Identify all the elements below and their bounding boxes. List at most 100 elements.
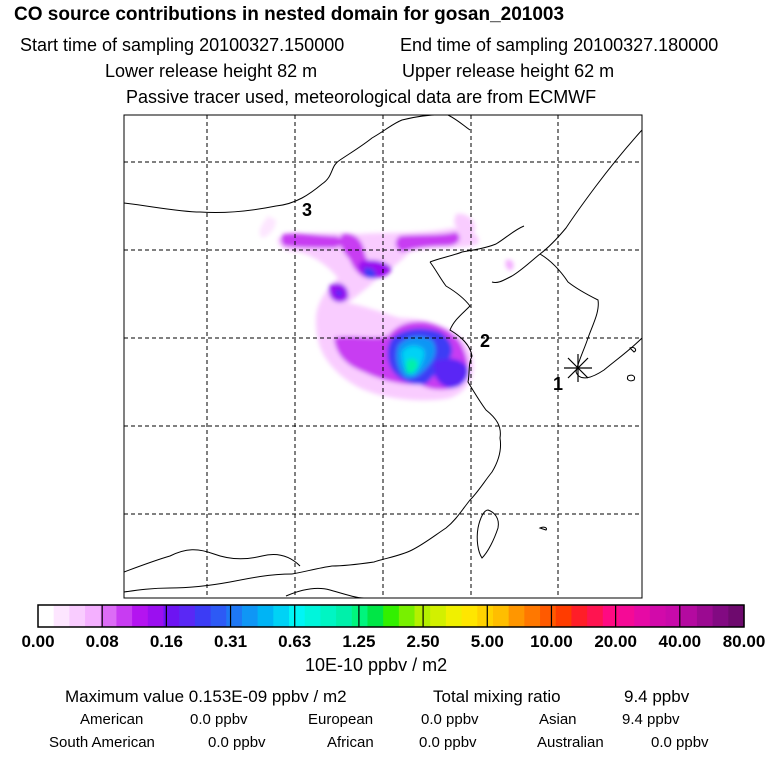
island-coast xyxy=(538,526,547,531)
colorbar-cell xyxy=(289,605,306,627)
colorbar-cell xyxy=(665,605,682,627)
colorbar-tick-label: 0.16 xyxy=(149,632,183,651)
colorbar-tick-label: 20.00 xyxy=(594,632,637,651)
region-value-american: 0.0 ppbv xyxy=(190,711,248,728)
colorbar-cell xyxy=(602,605,620,627)
region-value-australian: 0.0 ppbv xyxy=(651,734,709,751)
colorbar-tick-label: 0.00 xyxy=(21,632,55,651)
colorbar-cell xyxy=(618,605,635,627)
colorbar-cell xyxy=(53,605,70,627)
colorbar-cell xyxy=(712,605,729,627)
plot-title: CO source contributions in nested domain… xyxy=(14,4,565,25)
total-mixing-ratio-value: 9.4 ppbv xyxy=(624,687,690,706)
region-value-european: 0.0 ppbv xyxy=(421,711,479,728)
colorbar-cell xyxy=(116,605,133,627)
border-line xyxy=(429,225,525,263)
colorbar-cell xyxy=(132,605,149,627)
colorbar-tick-label: 0.63 xyxy=(278,632,312,651)
region-name-european: European xyxy=(308,711,374,728)
colorbar-frame xyxy=(37,604,745,628)
colorbar-cell xyxy=(587,605,604,627)
coastline xyxy=(291,261,501,575)
colorbar-cell xyxy=(100,605,118,627)
plume-patch xyxy=(433,358,469,388)
border-line xyxy=(124,573,293,593)
colorbar-cell xyxy=(524,605,541,627)
region-value-african: 0.0 ppbv xyxy=(419,734,477,751)
colorbar-tick-label: 80.00 xyxy=(722,632,766,651)
region-name-african: African xyxy=(327,734,374,751)
colorbar-cell xyxy=(540,605,557,627)
colorbar-tick-label: 0.08 xyxy=(85,632,119,651)
region-name-american: American xyxy=(80,711,144,728)
colorbar-cell xyxy=(226,605,243,627)
colorbar-cell xyxy=(241,605,259,627)
colorbar-cell xyxy=(38,605,55,627)
colorbar-cell xyxy=(681,605,698,627)
plume-patch xyxy=(259,216,276,238)
island-coast xyxy=(629,347,637,353)
plume-patch xyxy=(364,267,376,279)
concentration-field xyxy=(259,213,514,401)
plume-patch xyxy=(505,259,514,271)
colorbar-cell xyxy=(649,605,667,627)
marker-label-1: 1 xyxy=(553,374,563,394)
plume-patch xyxy=(406,358,418,374)
start-time-label: Start time of sampling 20100327.150000 xyxy=(20,35,345,55)
coastlines xyxy=(124,115,642,598)
colorbar-cell xyxy=(69,605,86,627)
region-name-asian: Asian xyxy=(539,711,577,728)
plume-patch xyxy=(454,213,475,234)
border-line xyxy=(539,129,642,255)
colorbar-cell xyxy=(445,605,463,627)
maximum-value-label: Maximum value 0.153E-09 ppbv / m2 xyxy=(65,687,347,706)
colorbar-cell xyxy=(85,605,102,627)
coastline xyxy=(285,587,365,598)
border-line xyxy=(124,115,448,214)
colorbar-cell xyxy=(492,605,510,627)
lower-release-height-label: Lower release height 82 m xyxy=(105,61,318,81)
end-time-label: End time of sampling 20100327.180000 xyxy=(400,35,719,55)
asterisk-icon xyxy=(564,354,592,382)
colorbar-cell xyxy=(398,605,416,627)
colorbar-cell xyxy=(508,605,525,627)
colorbar-tick-label: 0.31 xyxy=(213,632,248,651)
border-line xyxy=(491,253,541,283)
plume-patch xyxy=(395,232,460,252)
colorbar-cell xyxy=(194,605,212,627)
colorbar-tick-label: 5.00 xyxy=(470,632,504,651)
colorbar-cell xyxy=(257,605,274,627)
colorbar-tick-label: 10.00 xyxy=(530,632,573,651)
border-line xyxy=(124,549,301,573)
upper-release-height-label: Upper release height 62 m xyxy=(402,61,615,81)
colorbar-cell xyxy=(477,605,494,627)
colorbar-cell xyxy=(555,605,573,627)
island-coast xyxy=(476,509,499,559)
colorbar-cell xyxy=(383,605,400,627)
colorbar-cell xyxy=(336,605,353,627)
colorbar-cell xyxy=(728,605,745,627)
colorbar-cell xyxy=(320,605,337,627)
region-value-south-american: 0.0 ppbv xyxy=(208,734,266,751)
colorbar-cell xyxy=(147,605,165,627)
colorbar-cell xyxy=(430,605,447,627)
graticule xyxy=(124,115,642,598)
island-coast xyxy=(627,374,635,382)
plume-patch xyxy=(335,289,343,297)
region-name-south-american: South American xyxy=(49,734,155,751)
colorbar-cell xyxy=(273,605,290,627)
colorbar-cell xyxy=(351,605,369,627)
colorbar-tick-label: 2.50 xyxy=(406,632,440,651)
colorbar-cell xyxy=(210,605,227,627)
colorbar-cell xyxy=(571,605,588,627)
border-line xyxy=(447,115,471,131)
colorbar-tick-label: 40.00 xyxy=(658,632,702,651)
region-name-australian: Australian xyxy=(537,734,604,751)
plume-patch xyxy=(281,233,343,248)
colorbar-cell xyxy=(163,605,180,627)
colorbar-unit-label: 10E-10 ppbv / m2 xyxy=(305,655,448,675)
region-value-asian: 9.4 ppbv xyxy=(622,711,680,728)
colorbar-cell xyxy=(461,605,478,627)
